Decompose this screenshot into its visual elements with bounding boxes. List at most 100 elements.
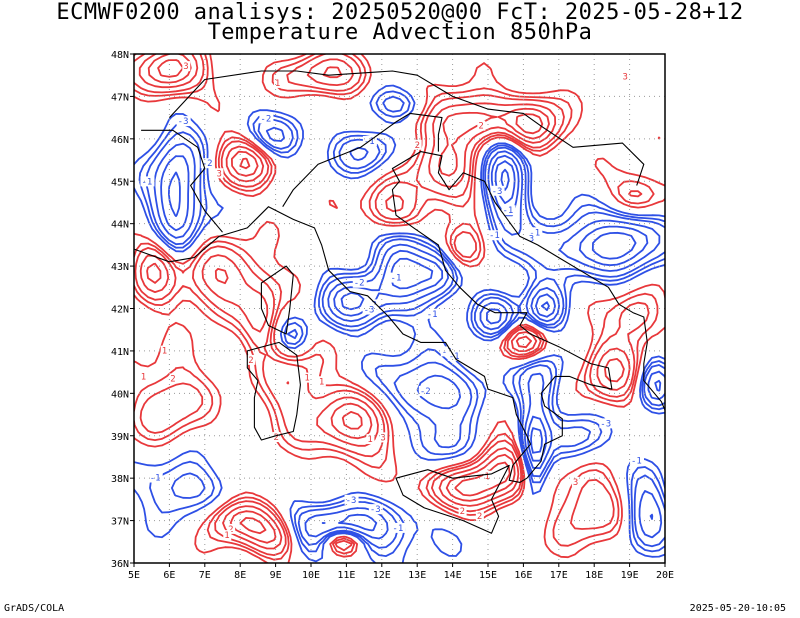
contour-label-bg — [223, 530, 232, 541]
lon-tick-label: 15E — [479, 570, 497, 581]
contour-label-bg — [247, 354, 256, 365]
contour-value-label: 1 — [319, 377, 324, 387]
contour-label-bg — [182, 61, 191, 72]
contour-value-label: 1 — [304, 374, 309, 384]
contour-label-bg — [458, 506, 467, 517]
contour-label-bg — [418, 385, 433, 396]
lat-tick-label: 46N — [111, 135, 129, 146]
contour-value-label: -3 — [178, 117, 189, 127]
lon-tick-label: 12E — [373, 570, 391, 581]
contour-label-bg — [571, 476, 580, 487]
lon-tick-label: 7E — [199, 570, 211, 581]
contour-value-label: 2 — [274, 433, 279, 443]
lat-tick-label: 44N — [111, 220, 129, 231]
advection-contours: -1-2-3-121-123-1-21-231-23-1-1-31-1-3-12… — [134, 54, 665, 563]
contour-value-label: -3 — [346, 496, 357, 506]
contour-value-label: -1 — [141, 177, 152, 187]
contour-value-label: -1 — [391, 274, 402, 284]
coastline — [134, 70, 665, 563]
contour-value-label: 1 — [224, 531, 229, 541]
sardinia-coastline — [246, 341, 301, 441]
contour-label-bg — [272, 432, 281, 443]
lon-tick-label: 18E — [585, 570, 603, 581]
contour-label-bg — [366, 434, 375, 445]
lat-tick-label: 45N — [111, 177, 129, 188]
footer-timestamp: 2025-05-20-10:05 — [689, 603, 786, 614]
contour-label-bg — [139, 371, 148, 382]
corsica-coastline — [260, 265, 294, 335]
contour-value-label: 3 — [380, 433, 385, 443]
lon-tick-label: 11E — [337, 570, 355, 581]
contour-label-bg — [200, 158, 215, 169]
lat-tick-label: 37N — [111, 517, 129, 528]
contour-value-label: -2 — [354, 279, 365, 289]
contour-label-bg — [169, 373, 178, 384]
footer-left-label: GrADS/COLA — [4, 603, 65, 614]
cold-advection-contour — [138, 90, 665, 557]
contour-label-bg — [483, 470, 492, 481]
warm-advection-contour — [134, 54, 665, 563]
contour-value-label: -3 — [370, 505, 381, 515]
contour-label-bg — [344, 494, 359, 505]
contour-value-label: 3 — [573, 478, 578, 488]
contour-value-label: 3 — [622, 72, 627, 82]
contour-label-bg — [630, 455, 645, 466]
contour-value-label: 1 — [162, 347, 167, 357]
axis-ticks: 5E 6E 7E 8E 9E 10E 11E 12E 13E 14E 15E 16E 17E 18E 19E… — [111, 50, 674, 581]
contour-value-label: -1 — [529, 228, 540, 238]
contour-value-label: 2 — [415, 141, 420, 151]
lat-tick-label: 39N — [111, 432, 129, 443]
central-europe-border — [168, 70, 645, 186]
contour-label-bg — [501, 205, 516, 216]
contour-value-label: -1 — [442, 347, 453, 357]
contour-label-bg — [621, 71, 630, 82]
contour-value-label: -3 — [600, 419, 611, 429]
contour-label-bg — [440, 346, 455, 357]
contour-label-bg — [215, 168, 224, 179]
sicily-coastline — [395, 464, 510, 534]
contour-value-label: -2 — [202, 159, 213, 169]
lat-tick-label: 48N — [111, 50, 129, 61]
contour-label-bg — [368, 504, 383, 515]
lon-tick-label: 20E — [656, 570, 674, 581]
contour-value-label: 1 — [484, 472, 489, 482]
lon-tick-label: 16E — [514, 570, 532, 581]
contour-value-label: -1 — [631, 456, 642, 466]
warm-advection-contour — [138, 54, 631, 550]
contour-value-label: 3 — [183, 62, 188, 72]
lon-tick-label: 8E — [234, 570, 246, 581]
contour-value-label: 1 — [275, 79, 280, 89]
lat-tick-label: 36N — [111, 559, 129, 570]
contour-label-bg — [176, 116, 191, 127]
contour-value-label: -2 — [420, 387, 431, 397]
lat-tick-label: 43N — [111, 262, 129, 273]
contour-value-label: 3 — [216, 169, 221, 179]
contour-value-label: -3 — [364, 306, 375, 316]
lon-tick-label: 9E — [270, 570, 282, 581]
lat-tick-label: 40N — [111, 389, 129, 400]
contour-value-label: -3 — [523, 234, 534, 244]
contour-value-label: 1 — [367, 435, 372, 445]
contour-label-bg — [303, 372, 312, 383]
contour-label-bg — [425, 308, 440, 319]
map-title-line1: ECMWF0200 analisys: 20250520@00 FcT: 202… — [56, 0, 744, 25]
contour-label-bg — [379, 432, 388, 443]
mainland-coastline — [134, 151, 665, 483]
contour-value-label: 1 — [141, 372, 146, 382]
contour-label-bg — [599, 418, 614, 429]
map-title-line2: Temperature Advection 850hPa — [207, 20, 593, 45]
contour-value-label: 2 — [478, 122, 483, 132]
alpine-border — [282, 112, 443, 207]
contour-label-bg — [391, 522, 406, 533]
contour-label-bg — [475, 510, 484, 521]
contour-label-bg — [317, 376, 326, 387]
lon-tick-label: 17E — [550, 570, 568, 581]
lon-tick-label: 19E — [621, 570, 639, 581]
contour-label-bg — [389, 272, 404, 283]
contour-label-bg — [227, 523, 236, 534]
contour-label-bg — [447, 350, 462, 361]
warm-advection-contour — [134, 54, 650, 556]
warm-advection-contour — [157, 59, 544, 535]
lat-tick-label: 42N — [111, 305, 129, 316]
